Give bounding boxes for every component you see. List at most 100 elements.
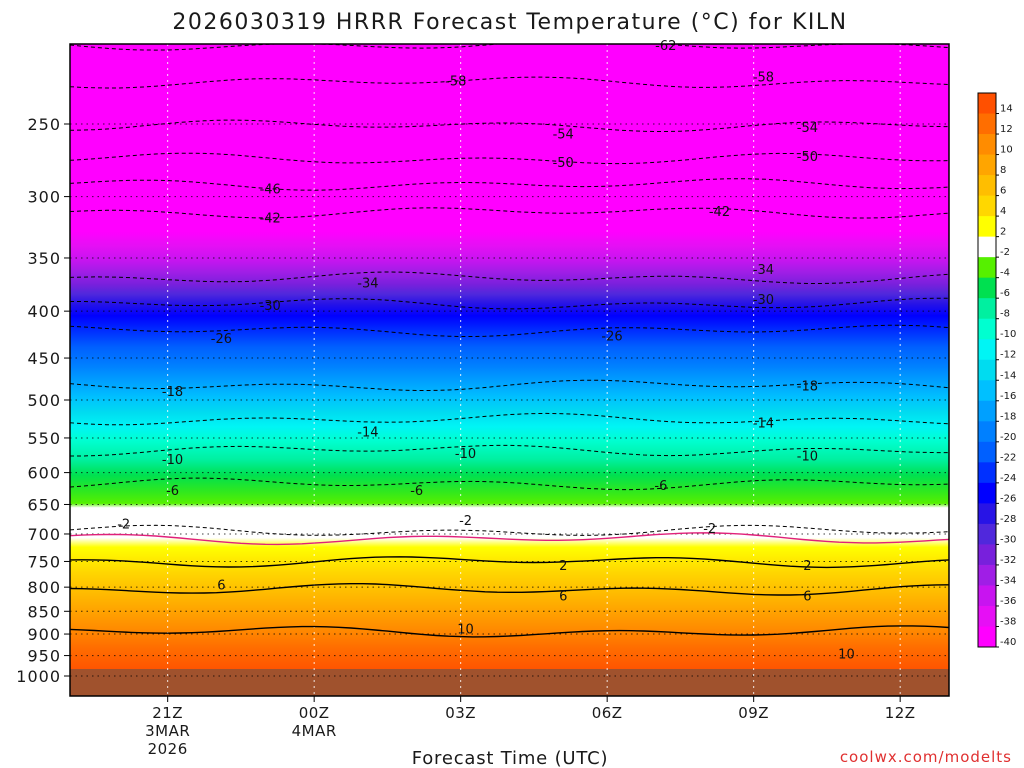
colorbar-label: 4 <box>1000 206 1006 217</box>
colorbar-swatch <box>978 175 996 197</box>
isotherm-line <box>70 532 949 546</box>
colorbar-label: 2 <box>1000 227 1006 238</box>
colorbar-label: -12 <box>1000 350 1016 361</box>
contour-label: -34 <box>753 263 774 278</box>
x-tick-label: 3MAR <box>145 722 190 740</box>
contour-label: -2 <box>117 518 130 533</box>
colorbar-swatch <box>978 503 996 525</box>
colorbar-swatch <box>978 339 996 361</box>
contour-label: -42 <box>260 211 281 226</box>
colorbar-swatch <box>978 585 996 607</box>
y-tick-label: 900 <box>27 625 61 644</box>
colorbar-label: 8 <box>1000 165 1006 176</box>
contour-label: -50 <box>797 150 818 165</box>
colorbar-label: -10 <box>1000 329 1016 340</box>
y-tick-label: 750 <box>27 552 61 571</box>
colorbar-swatch <box>978 236 996 258</box>
colorbar-label: -28 <box>1000 514 1016 525</box>
contour-label: -6 <box>410 484 423 499</box>
contour-label: -10 <box>162 453 183 468</box>
contour-label: -14 <box>753 416 774 431</box>
colorbar-swatch <box>978 318 996 340</box>
contour-label: 2 <box>559 559 567 574</box>
colorbar-label: 12 <box>1000 124 1013 135</box>
x-axis-label: Forecast Time (UTC) <box>412 748 609 768</box>
colorbar-swatch <box>978 626 996 648</box>
colorbar-swatch <box>978 482 996 504</box>
plot-area: -62-58 -58-54 -54-50 -50-46-42 -42-34-34-30-… <box>69 39 950 697</box>
colorbar-swatch <box>978 216 996 238</box>
y-tick-label: 950 <box>27 647 61 666</box>
y-tick-label: 350 <box>27 249 61 268</box>
contour-label: 10 <box>457 622 474 637</box>
x-tick-label: 03Z <box>445 704 476 722</box>
colorbar-frame <box>977 92 997 648</box>
colorbar-swatch <box>978 564 996 586</box>
contour-label: -58 <box>753 71 774 86</box>
contour-label: 6 <box>803 590 811 605</box>
colorbar-label: -14 <box>1000 370 1016 381</box>
source-credit: coolwx.com/modelts <box>840 748 1012 766</box>
isotherm-line <box>70 583 949 596</box>
colorbar-label: -6 <box>1000 288 1010 299</box>
x-tick-label: 21Z <box>152 704 183 722</box>
contour-label: -30 <box>260 299 281 314</box>
colorbar-swatch <box>978 93 996 115</box>
contour-label: -26 <box>211 332 232 347</box>
colorbar-swatch <box>978 462 996 484</box>
colorbar-swatch <box>978 421 996 443</box>
y-tick-label: 500 <box>27 391 61 410</box>
contour-label: -42 <box>709 205 730 220</box>
x-tick-label: 06Z <box>592 704 623 722</box>
contour-label: -18 <box>797 379 818 394</box>
y-tick-label: 550 <box>27 429 61 448</box>
y-tick-label: 250 <box>27 115 61 134</box>
contour-label: -58 <box>445 74 466 89</box>
y-tick-label: 1000 <box>16 667 61 686</box>
contour-label: -26 <box>601 329 622 344</box>
colorbar-label: -20 <box>1000 432 1016 443</box>
contour-label: -2 <box>459 514 472 529</box>
ground-layer <box>70 669 949 696</box>
contour-label: -62 <box>655 39 676 54</box>
colorbar-label: -16 <box>1000 391 1016 402</box>
colorbar-label: -32 <box>1000 555 1016 566</box>
colorbar-label: -4 <box>1000 268 1010 279</box>
y-tick-label: 850 <box>27 602 61 621</box>
contour-label: -34 <box>357 276 378 291</box>
colorbar-swatch <box>978 380 996 402</box>
colorbar-swatch <box>978 544 996 566</box>
contour-label: -18 <box>162 385 183 400</box>
y-tick-label: 700 <box>27 525 61 544</box>
colorbar-swatch <box>978 441 996 463</box>
contour-label: -14 <box>357 425 378 440</box>
y-tick-label: 450 <box>27 349 61 368</box>
colorbar-swatch <box>978 134 996 156</box>
colorbar-label: -8 <box>1000 309 1010 320</box>
y-tick-label: 300 <box>27 188 61 207</box>
temperature-field <box>70 44 949 669</box>
contour-label: -2 <box>703 522 716 537</box>
contour-label: -54 <box>797 121 818 136</box>
colorbar-label: 14 <box>1000 104 1013 115</box>
colorbar-label: -30 <box>1000 534 1016 545</box>
colorbar-label: -2 <box>1000 247 1010 258</box>
contour-label: -30 <box>753 293 774 308</box>
colorbar-label: -18 <box>1000 411 1016 422</box>
colorbar-swatch <box>978 257 996 279</box>
colorbar-label: 6 <box>1000 186 1006 197</box>
colorbar-swatch <box>978 359 996 381</box>
colorbar-swatch <box>978 605 996 627</box>
colorbar-swatch <box>978 154 996 176</box>
contour-label: -46 <box>260 183 281 198</box>
contour-label: -10 <box>455 447 476 462</box>
plot-frame <box>69 43 950 697</box>
colorbar-swatch <box>978 277 996 299</box>
colorbar-label: -40 <box>1000 637 1016 648</box>
x-tick-label: 12Z <box>885 704 916 722</box>
x-tick-label: 00Z <box>299 704 330 722</box>
colorbar-label: -36 <box>1000 596 1016 607</box>
isotherm-line <box>70 625 949 638</box>
contour-label: -6 <box>166 484 179 499</box>
